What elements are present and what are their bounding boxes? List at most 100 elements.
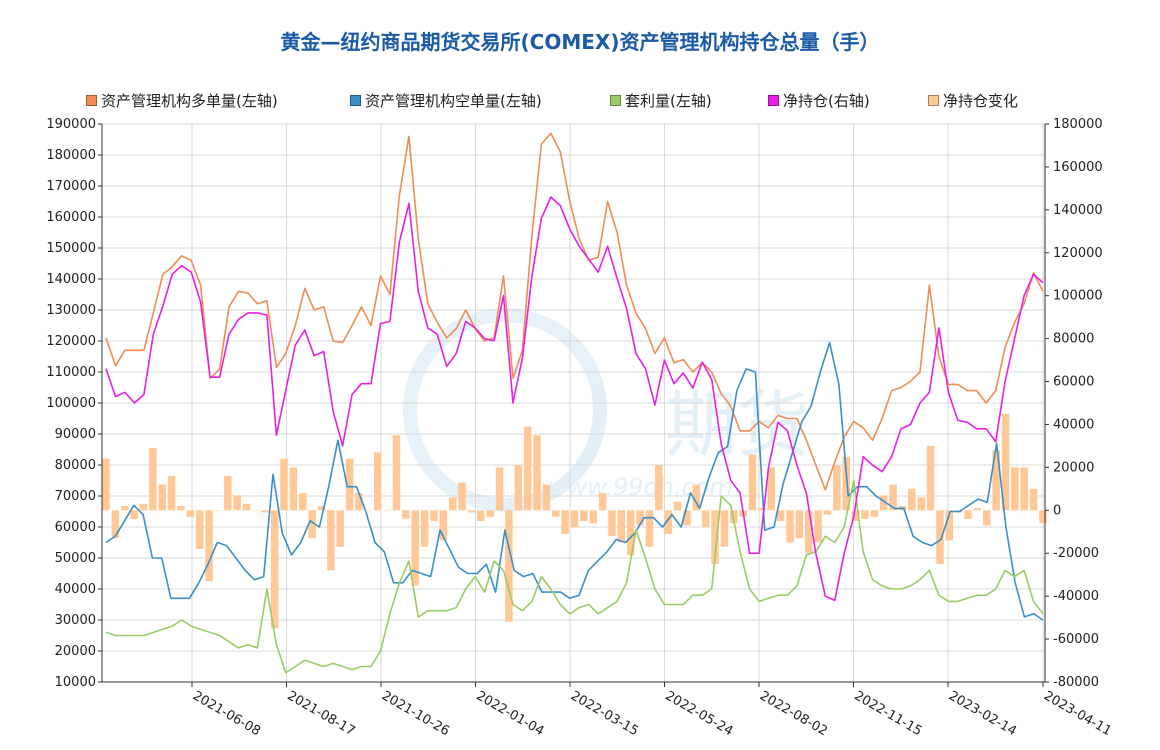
y-right-tick-label: -20000 xyxy=(1053,546,1099,561)
net-change-bar xyxy=(364,510,373,511)
legend-label-net-change: 净持仓变化 xyxy=(943,92,1019,110)
y-right-tick-label: 180000 xyxy=(1053,117,1103,132)
net-change-bar xyxy=(879,495,888,511)
net-change-bar xyxy=(851,510,860,522)
x-tick-label: 2022-08-02 xyxy=(757,688,830,739)
net-change-bar xyxy=(720,510,729,547)
y-right-tick-label: -80000 xyxy=(1053,675,1099,690)
y-left-tick-label: 40000 xyxy=(55,582,96,597)
net-change-bar xyxy=(645,510,654,547)
net-change-bar xyxy=(701,510,710,528)
net-change-bar xyxy=(552,510,560,517)
legend-item-net-change[interactable]: 净持仓变化 xyxy=(928,90,1018,111)
net-change-bar xyxy=(973,508,982,511)
legend-swatch-spread xyxy=(610,95,621,106)
net-change-bar xyxy=(617,510,626,543)
net-change-bar xyxy=(252,510,260,511)
net-change-bar xyxy=(889,484,897,511)
y-left-tick-label: 80000 xyxy=(55,458,96,473)
legend-swatch-short xyxy=(350,95,361,106)
net-change-bar xyxy=(177,506,185,511)
net-change-bar xyxy=(758,508,766,511)
net-change-bar xyxy=(242,503,251,511)
net-change-bar xyxy=(842,456,850,511)
net-change-bar xyxy=(233,495,241,511)
net-change-bar xyxy=(542,484,551,511)
series-line-1 xyxy=(105,341,1044,621)
net-change-bar xyxy=(280,458,288,511)
net-change-bar xyxy=(130,510,138,519)
y-right-tick-label: 100000 xyxy=(1053,289,1103,304)
net-change-bar xyxy=(355,493,363,511)
net-change-bar xyxy=(983,510,991,526)
series-line-2 xyxy=(105,479,1044,674)
net-change-bar xyxy=(158,484,166,511)
net-change-bar xyxy=(936,510,944,564)
net-change-bar xyxy=(392,435,401,511)
net-change-bar xyxy=(870,510,879,517)
legend-swatch-net-change xyxy=(928,95,939,106)
net-change-bar xyxy=(1001,413,1010,511)
y-left-tick-label: 60000 xyxy=(55,520,96,535)
net-change-bar xyxy=(814,510,822,543)
net-change-bar xyxy=(402,510,410,519)
x-tick-label: 2022-03-15 xyxy=(568,688,641,739)
net-change-bar xyxy=(1039,510,1047,524)
y-right-tick-label: 0 xyxy=(1053,503,1061,518)
legend-item-net[interactable]: 净持仓(右轴) xyxy=(768,90,870,111)
legend-label-long: 资产管理机构多单量(左轴) xyxy=(101,92,278,110)
x-tick-label: 2022-11-15 xyxy=(852,688,925,739)
net-change-bar xyxy=(664,510,672,534)
net-change-bar xyxy=(1020,467,1029,511)
net-change-bar xyxy=(383,510,391,511)
net-change-bar xyxy=(964,510,972,519)
net-change-bar xyxy=(711,510,719,564)
net-change-bar xyxy=(786,510,794,543)
net-change-bar xyxy=(533,435,541,511)
net-change-bar xyxy=(776,510,785,522)
net-change-bar xyxy=(486,510,494,517)
watermark: 期货 www.99qh.com xyxy=(403,308,809,512)
legend-label-spread: 套利量(左轴) xyxy=(625,92,712,110)
net-change-bar xyxy=(926,445,935,511)
watermark-text: 期货 xyxy=(665,383,809,467)
y-left-tick-label: 190000 xyxy=(46,117,96,132)
y-right-tick-label: 80000 xyxy=(1053,332,1094,347)
net-change-bar xyxy=(102,458,110,511)
x-axis: 2021-06-08 2021-08-17 2021-10-26 2022-01-04… xyxy=(190,682,1114,739)
legend-item-short[interactable]: 资产管理机构空单量(左轴) xyxy=(350,90,542,111)
net-change-bar xyxy=(1029,488,1038,511)
net-change-bar xyxy=(345,458,354,511)
net-change-bar xyxy=(224,475,232,511)
legend-item-long[interactable]: 资产管理机构多单量(左轴) xyxy=(86,90,278,111)
net-change-bar xyxy=(336,510,344,547)
net-change-bar xyxy=(149,448,157,511)
net-change-bar xyxy=(683,510,691,526)
watermark-url: www.99qh.com xyxy=(548,473,733,501)
y-left-tick-label: 10000 xyxy=(55,675,96,690)
y-right-tick-label: 160000 xyxy=(1053,160,1103,175)
legend-label-net: 净持仓(右轴) xyxy=(783,92,870,110)
net-change-bar xyxy=(439,510,448,541)
net-change-bar xyxy=(299,493,307,511)
net-change-bar xyxy=(908,488,916,511)
net-change-bar xyxy=(505,510,513,622)
y-right-tick-label: -60000 xyxy=(1053,632,1099,647)
net-change-bar xyxy=(945,510,954,541)
y-left-tick-label: 160000 xyxy=(46,210,96,225)
legend-label-short: 资产管理机构空单量(左轴) xyxy=(365,92,542,110)
legend: 资产管理机构多单量(左轴) 资产管理机构空单量(左轴) 套利量(左轴) 净持仓(… xyxy=(86,90,1046,112)
net-change-bars xyxy=(102,413,1047,629)
net-change-bar xyxy=(561,510,569,534)
net-change-bar xyxy=(411,510,419,586)
legend-item-spread[interactable]: 套利量(左轴) xyxy=(610,90,712,111)
series-lines xyxy=(105,132,1044,674)
net-change-bar xyxy=(420,510,429,547)
y-left-tick-label: 90000 xyxy=(55,427,96,442)
net-change-bar xyxy=(823,510,832,515)
net-change-bar xyxy=(195,510,204,549)
net-change-bar xyxy=(589,510,597,524)
net-change-bar xyxy=(748,454,757,511)
net-change-bar xyxy=(655,465,663,511)
y-right-tick-label: 60000 xyxy=(1053,375,1094,390)
